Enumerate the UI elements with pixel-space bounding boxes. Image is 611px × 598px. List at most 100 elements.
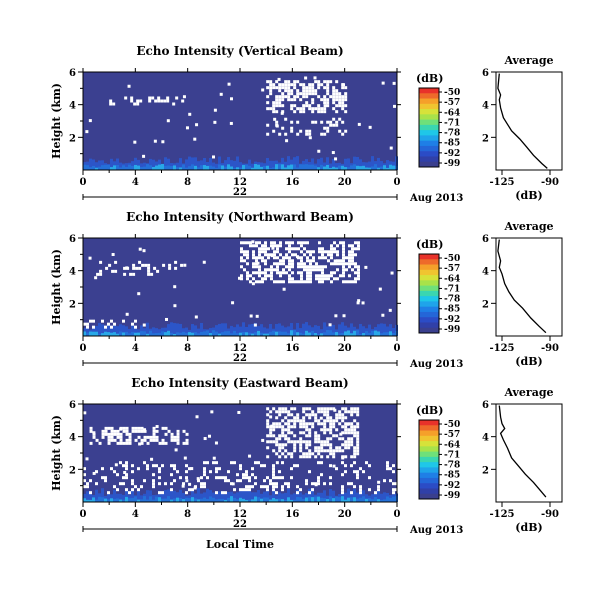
no-data-cell: [303, 247, 306, 251]
no-data-cell: [99, 272, 103, 276]
no-data-cell: [101, 476, 104, 480]
no-data-cell: [291, 253, 294, 257]
colorbar-frame: [418, 87, 440, 168]
echo-cell: [89, 331, 92, 336]
echo-cell: [338, 497, 341, 502]
no-data-cell: [245, 488, 248, 492]
no-data-cell: [203, 467, 206, 471]
echo-cell: [137, 490, 140, 502]
colorbar-segment: [419, 269, 439, 276]
no-data-cell: [146, 441, 150, 445]
no-data-cell: [273, 253, 276, 257]
no-data-cell: [266, 407, 270, 411]
no-data-cell: [266, 422, 270, 426]
no-data-cell: [131, 482, 134, 486]
no-data-cell: [258, 271, 261, 275]
echo-cell: [281, 499, 284, 502]
no-data-cell: [305, 101, 309, 105]
no-data-cell: [309, 262, 312, 266]
no-data-cell: [300, 274, 303, 278]
no-data-cell: [258, 250, 261, 254]
no-data-cell: [143, 438, 147, 442]
echo-cell: [254, 332, 257, 336]
no-data-cell: [275, 452, 279, 456]
no-data-cell: [353, 461, 356, 465]
no-data-cell: [354, 265, 357, 269]
no-data-cell: [386, 467, 389, 471]
no-data-cell: [110, 435, 114, 439]
no-data-cell: [323, 425, 327, 429]
no-data-cell: [314, 107, 318, 111]
no-data-cell: [272, 434, 276, 438]
no-data-cell: [224, 479, 227, 483]
no-data-cell: [163, 99, 167, 103]
no-data-cell: [281, 410, 285, 414]
no-data-cell: [273, 250, 276, 254]
average-title: Average: [503, 386, 553, 399]
no-data-cell: [161, 426, 165, 430]
no-data-cell: [281, 488, 284, 492]
echo-cell: [113, 332, 116, 336]
echo-cell: [227, 331, 230, 336]
x-tick-label: 16: [285, 343, 299, 354]
echo-cell: [95, 499, 98, 502]
no-data-cell: [300, 265, 303, 269]
no-data-cell: [311, 410, 315, 414]
no-data-cell: [152, 482, 155, 486]
colorbar-segment: [419, 435, 439, 442]
echo-cell: [104, 331, 107, 336]
no-data-cell: [245, 485, 248, 489]
echo-cell: [392, 165, 395, 170]
no-data-cell: [107, 441, 111, 445]
echo-cell: [344, 499, 347, 502]
echo-cell: [323, 322, 326, 336]
no-data-cell: [170, 482, 173, 486]
no-data-cell: [341, 101, 345, 105]
no-data-cell: [252, 256, 255, 260]
no-data-cell: [308, 470, 311, 474]
echo-cell: [248, 324, 251, 336]
colorbar-segment: [419, 311, 439, 318]
echo-cell: [332, 490, 335, 502]
colorbar-segment: [419, 151, 439, 157]
no-data-cell: [327, 259, 330, 263]
no-data-cell: [255, 314, 259, 318]
no-data-cell: [338, 98, 342, 102]
no-data-cell: [288, 247, 291, 251]
echo-cell: [359, 488, 362, 502]
no-data-cell: [331, 151, 335, 155]
no-data-cell: [341, 413, 345, 417]
no-data-cell: [350, 422, 354, 426]
no-data-cell: [281, 434, 285, 438]
no-data-cell: [309, 274, 312, 278]
no-data-cell: [246, 241, 249, 245]
no-data-cell: [266, 419, 270, 423]
no-data-cell: [332, 117, 336, 121]
no-data-cell: [149, 438, 153, 442]
colorbar-segment: [419, 285, 439, 292]
echo-cell: [323, 498, 326, 502]
no-data-cell: [278, 476, 281, 480]
no-data-cell: [341, 461, 344, 465]
echo-cell: [377, 324, 380, 336]
colorbar-tick-label: -64: [444, 274, 460, 284]
no-data-cell: [136, 99, 140, 103]
echo-cell: [248, 489, 251, 502]
no-data-cell: [290, 126, 294, 130]
no-data-cell: [299, 98, 303, 102]
no-data-cell: [288, 274, 291, 278]
chart-panel-2: Echo Intensity (Northward Beam)0 4 8 12 16 20…: [50, 210, 563, 370]
no-data-cell: [266, 446, 270, 450]
no-data-cell: [332, 434, 336, 438]
no-data-cell: [326, 120, 330, 124]
no-data-cell: [170, 473, 173, 477]
no-data-cell: [255, 265, 258, 269]
no-data-cell: [132, 266, 136, 270]
no-data-cell: [311, 86, 315, 90]
average-profile-line: [498, 405, 547, 498]
no-data-cell: [200, 476, 203, 480]
echo-cell: [371, 156, 374, 170]
no-data-cell: [263, 485, 266, 489]
no-data-cell: [148, 96, 152, 100]
